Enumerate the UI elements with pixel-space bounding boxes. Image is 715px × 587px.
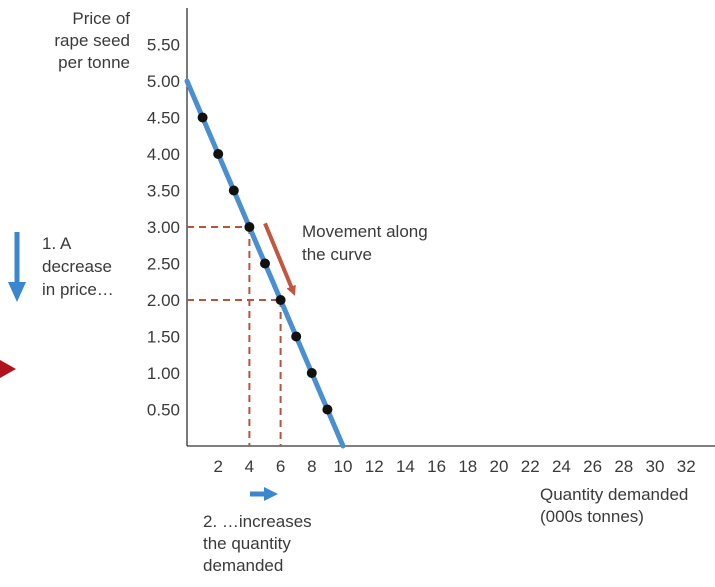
y-tick-label: 2.00	[147, 291, 180, 310]
y-tick-label: 0.50	[147, 401, 180, 420]
y-tick-label: 4.50	[147, 109, 180, 128]
x-axis-title-line: Quantity demanded	[540, 485, 689, 504]
x-tick-label: 14	[396, 457, 415, 476]
x-tick-label: 18	[458, 457, 477, 476]
data-point	[291, 331, 302, 342]
x-tick-label: 6	[276, 457, 285, 476]
y-axis-title-line: rape seed	[54, 31, 130, 50]
x-tick-label: 32	[677, 457, 696, 476]
price-decrease-annotation: 1. A decrease in price…	[42, 232, 138, 301]
y-tick-label: 3.00	[147, 218, 180, 237]
annotation-line: demanded	[203, 556, 284, 575]
price-down-arrow-icon	[8, 282, 26, 302]
annotation-line: Movement along	[302, 222, 428, 241]
movement-arrow-icon	[263, 222, 296, 296]
x-tick-label: 12	[365, 457, 384, 476]
y-tick-label: 1.00	[147, 364, 180, 383]
y-tick-label: 2.50	[147, 255, 180, 274]
x-tick-label: 8	[307, 457, 316, 476]
page-marker-arrow-icon	[0, 360, 16, 378]
data-point	[213, 149, 224, 159]
data-point	[306, 368, 317, 378]
y-tick-label: 1.50	[147, 328, 180, 347]
data-point	[244, 222, 255, 232]
y-axis-title: Price of rape seed per tonne	[30, 8, 130, 74]
annotation-line: the quantity	[203, 534, 291, 553]
quantity-increase-annotation: 2. …increases the quantity demanded	[203, 511, 403, 577]
x-tick-label: 10	[334, 457, 353, 476]
x-tick-label: 28	[614, 457, 633, 476]
data-point	[322, 404, 333, 415]
quantity-right-arrow-icon	[264, 487, 278, 501]
x-tick-label: 20	[490, 457, 509, 476]
movement-annotation: Movement along the curve	[302, 220, 502, 266]
y-tick-label: 3.50	[147, 182, 180, 201]
annotation-line: in price…	[42, 280, 114, 299]
x-tick-label: 4	[245, 457, 254, 476]
x-axis-title-line: (000s tonnes)	[540, 507, 644, 526]
x-tick-label: 16	[427, 457, 446, 476]
annotation-line: 2. …increases	[203, 512, 312, 531]
y-tick-label: 5.00	[147, 72, 180, 91]
x-tick-label: 2	[213, 457, 222, 476]
y-tick-label: 5.50	[147, 36, 180, 55]
x-tick-label: 26	[583, 457, 602, 476]
y-axis-title-line: Price of	[72, 9, 130, 28]
data-point	[275, 295, 286, 305]
x-tick-label: 24	[552, 457, 571, 476]
x-axis-title: Quantity demanded (000s tonnes)	[540, 484, 715, 528]
annotation-line: 1. A	[42, 234, 72, 253]
y-tick-label: 4.00	[147, 145, 180, 164]
annotation-line: decrease	[42, 257, 112, 276]
data-point	[260, 258, 270, 269]
annotation-line: the curve	[302, 245, 372, 264]
data-point	[197, 112, 208, 123]
y-axis-title-line: per tonne	[58, 53, 130, 72]
data-point	[228, 185, 239, 196]
x-tick-label: 22	[521, 457, 540, 476]
x-tick-label: 30	[646, 457, 665, 476]
